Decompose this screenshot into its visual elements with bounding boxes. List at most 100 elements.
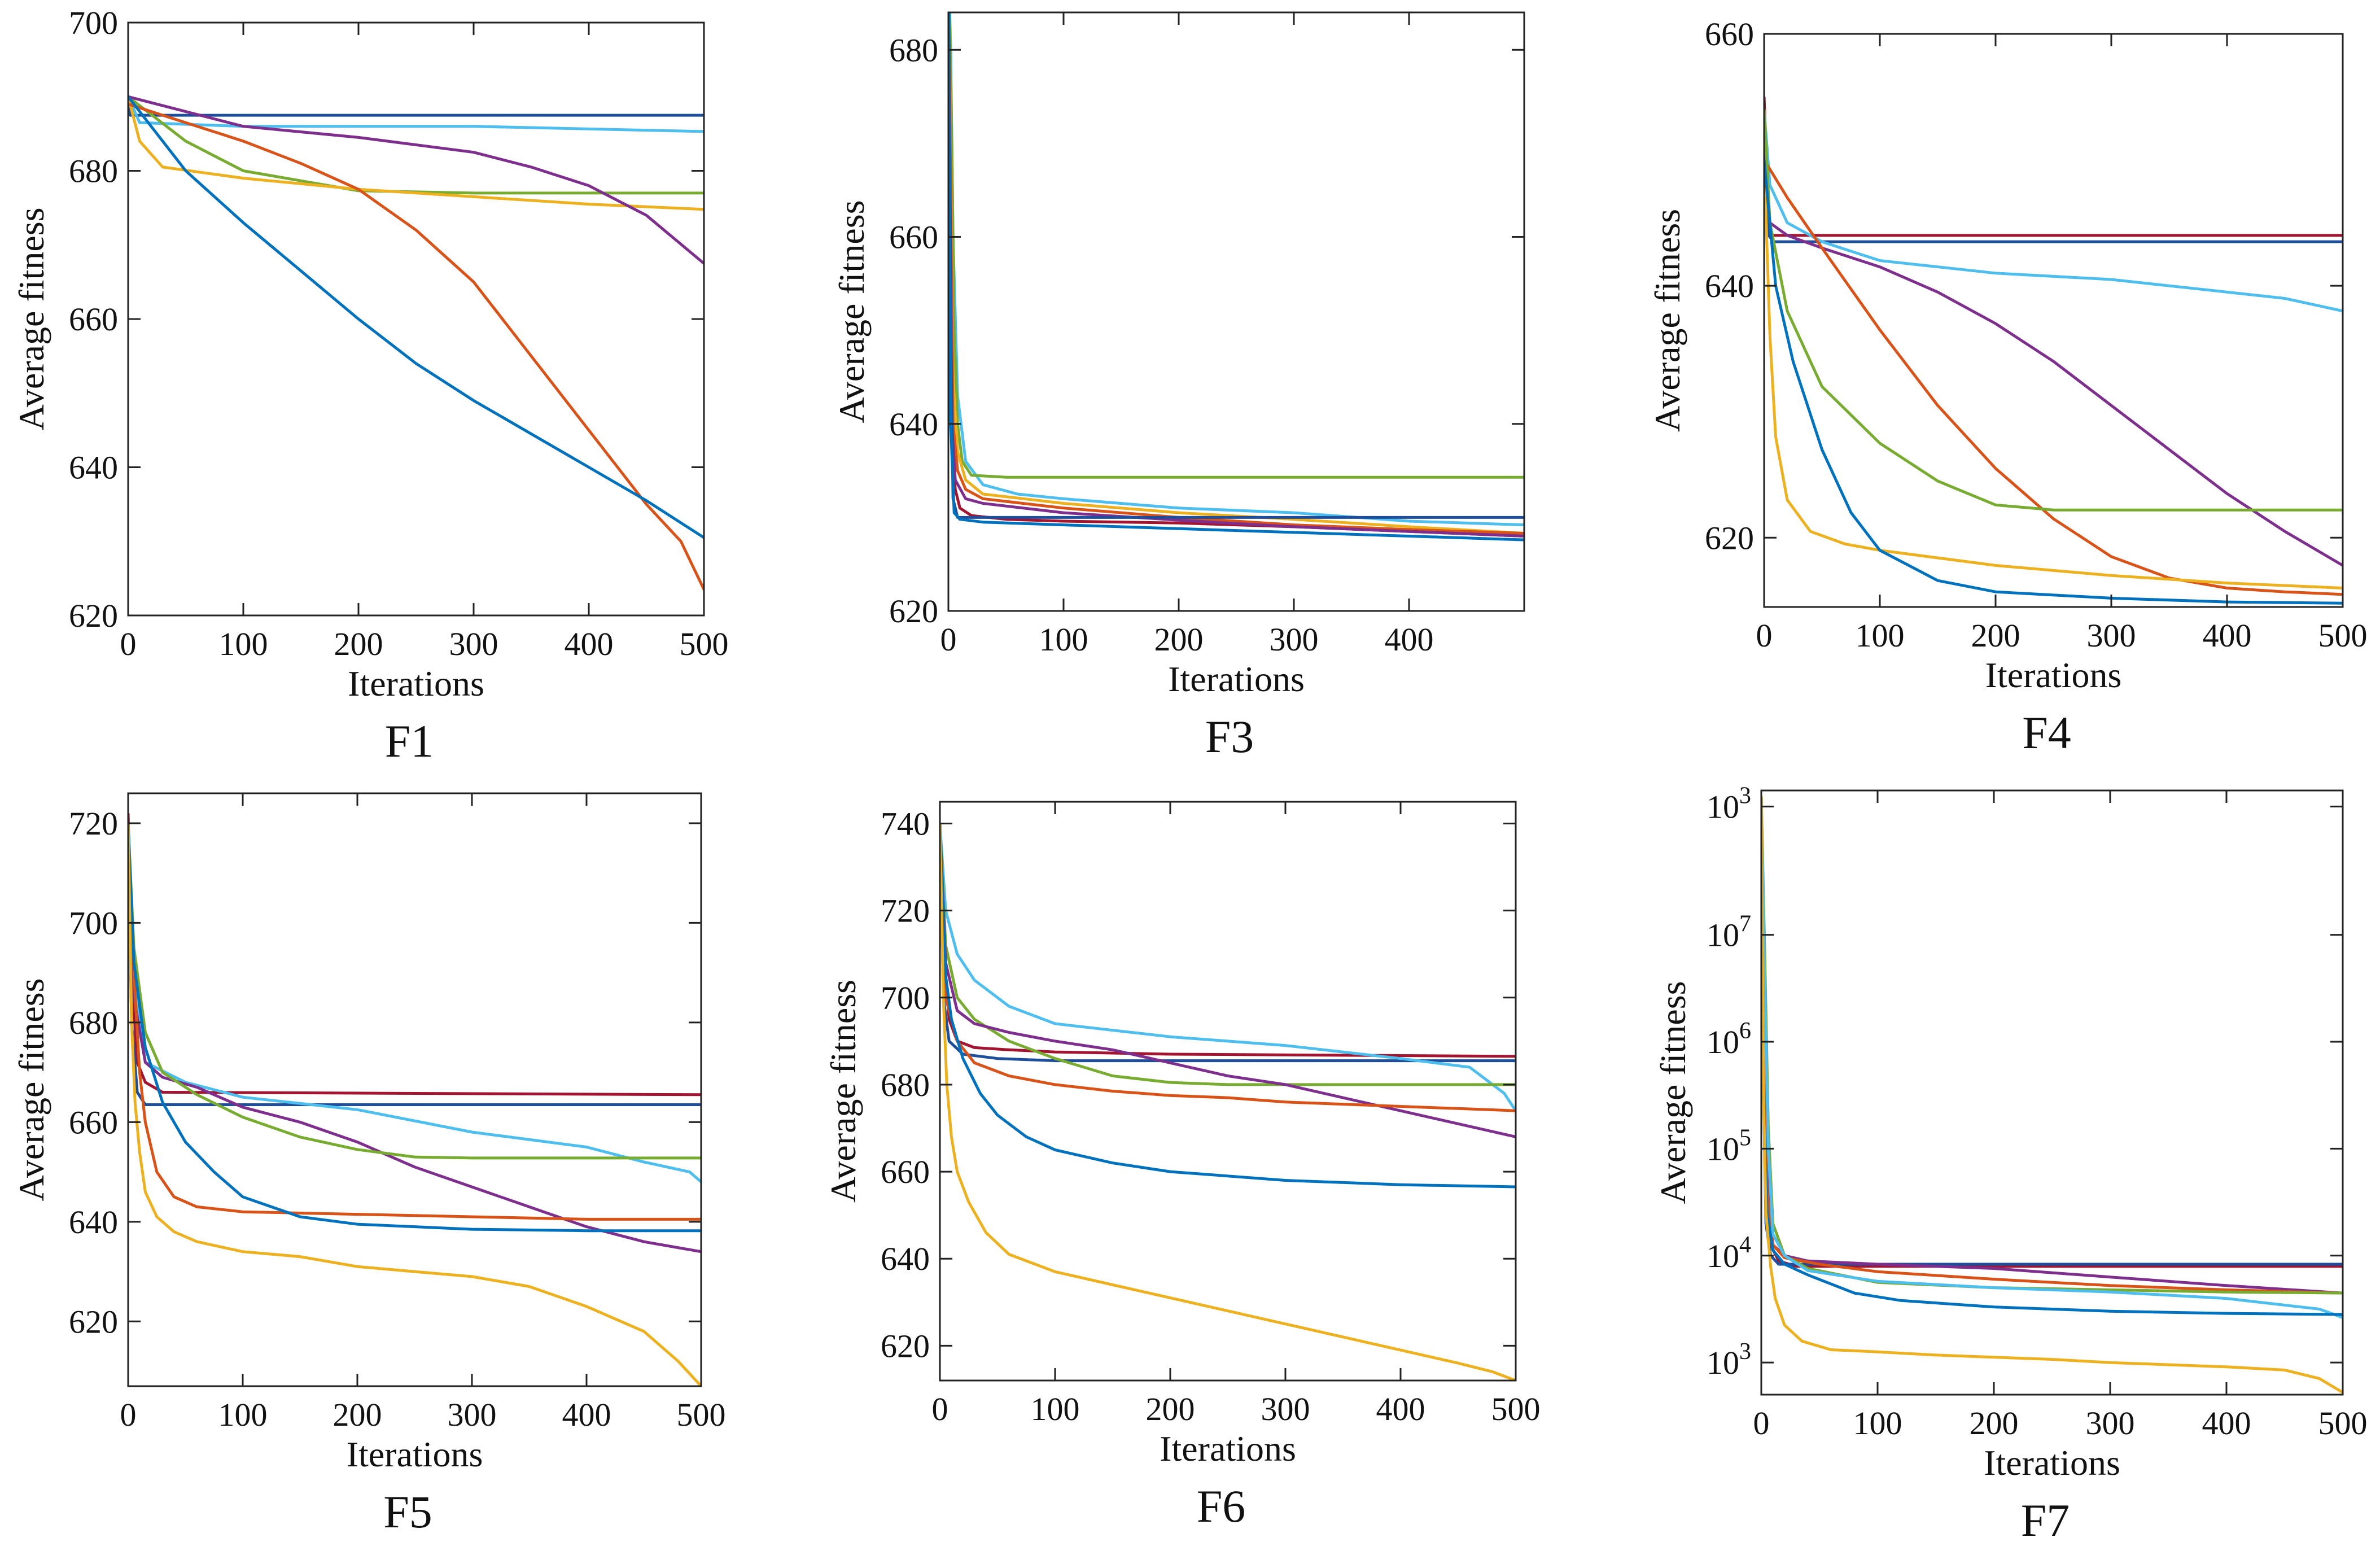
y-axis-label: Average fitness [1653, 981, 1693, 1204]
x-tick-label: 0 [932, 1391, 948, 1427]
series-line-darkred [1761, 796, 2343, 1268]
chart-panel-f7: 0 100 200 300 400 500 103 104 105 106 107 103 Iterat… [1653, 783, 2368, 1546]
x-axis-label: Iterations [1160, 1429, 1296, 1469]
series-group [128, 813, 701, 1386]
series-group [940, 823, 1516, 1381]
series-line-yellow [128, 96, 704, 211]
x-tick-label: 100 [1031, 1391, 1080, 1427]
x-tick-label: 500 [2318, 617, 2368, 654]
series-line-orange [128, 103, 704, 591]
x-tick-label: 200 [333, 1396, 382, 1433]
series-line-blue [1761, 796, 2343, 1316]
y-tick-label: 660 [889, 219, 938, 256]
x-tick-label: 0 [120, 1396, 137, 1433]
y-tick-label: 660 [69, 1104, 118, 1141]
panel-title: F3 [1205, 711, 1254, 762]
y-tick-label: 640 [889, 406, 938, 443]
x-tick-label: 0 [1753, 1405, 1770, 1442]
series-line-cyan [128, 823, 701, 1183]
y-tick-label: 680 [69, 153, 118, 190]
x-tick-label: 400 [1376, 1391, 1425, 1427]
series-line-green [1764, 109, 2343, 512]
x-tick-label: 200 [334, 626, 383, 662]
plot-frame [939, 801, 1517, 1382]
plot-frame [1760, 789, 2344, 1396]
series-line-purple [940, 823, 1516, 1138]
panel-title: F7 [2021, 1495, 2070, 1546]
x-axis-label: Iterations [347, 1434, 483, 1474]
x-axis-label: Iterations [1168, 659, 1305, 699]
series-line-cyan [1761, 796, 2343, 1319]
panel-title: F4 [2022, 707, 2071, 758]
series-line-darkred [128, 813, 701, 1097]
series-line-yellow [1761, 796, 2343, 1394]
y-tick-label: 680 [881, 1067, 930, 1103]
x-tick-label: 200 [1971, 617, 2020, 654]
y-tick-label: 640 [881, 1240, 930, 1277]
series-line-purple [948, 12, 1524, 538]
y-tick-label: 740 [881, 806, 930, 842]
series-line-darkred [948, 12, 1524, 538]
series-group [1764, 97, 2343, 605]
series-line-orange [940, 823, 1516, 1112]
y-tick-label: 103 [1707, 783, 1751, 825]
series-group [1761, 796, 2343, 1394]
series-line-yellow [948, 12, 1524, 535]
series-line-navy [940, 823, 1516, 1063]
y-tick-label: 640 [1705, 268, 1754, 304]
x-tick-label: 500 [1491, 1391, 1541, 1427]
y-tick-label: 105 [1707, 1125, 1751, 1167]
x-tick-label: 400 [2203, 617, 2252, 654]
y-tick-label: 104 [1707, 1232, 1751, 1274]
y-tick-label: 620 [69, 1303, 118, 1340]
y-tick-label: 103 [1707, 1339, 1751, 1381]
series-line-purple [1761, 796, 2343, 1295]
y-tick-label: 660 [69, 301, 118, 338]
x-tick-label: 300 [448, 1396, 497, 1433]
y-tick-label: 620 [881, 1327, 930, 1364]
x-tick-label: 300 [1270, 621, 1319, 658]
series-line-navy [128, 848, 701, 1106]
plot-frame [1763, 33, 2344, 608]
x-tick-label: 400 [562, 1396, 611, 1433]
x-tick-label: 100 [1856, 617, 1905, 654]
series-line-green [940, 823, 1516, 1086]
y-tick-label: 700 [69, 905, 118, 941]
y-axis-label: Average fitness [832, 200, 872, 423]
plot-frame [947, 11, 1525, 612]
x-axis-label: Iterations [1985, 655, 2122, 695]
y-tick-label: 640 [69, 449, 118, 486]
x-tick-label: 500 [2318, 1405, 2368, 1442]
series-line-orange [948, 12, 1524, 535]
x-tick-label: 400 [1385, 621, 1434, 658]
series-line-purple [1764, 159, 2343, 567]
y-tick-label: 640 [69, 1204, 118, 1240]
y-axis-label: Average fitness [823, 980, 863, 1203]
y-tick-label: 107 [1707, 911, 1751, 954]
x-tick-label: 200 [1146, 1391, 1195, 1427]
series-line-purple [128, 823, 701, 1253]
chart-panel-f4: 0 100 200 300 400 500 620 640 660 Iterations Avera… [1647, 16, 2368, 758]
series-line-yellow [940, 823, 1516, 1381]
y-tick-label: 700 [69, 5, 118, 41]
series-line-navy [1761, 796, 2343, 1266]
chart-panel-f6: 0 100 200 300 400 500 620 640 660 680 700 720 740 Ite… [823, 801, 1541, 1532]
x-tick-label: 100 [218, 1396, 268, 1433]
y-tick-label: 720 [69, 805, 118, 842]
panel-title: F6 [1197, 1480, 1246, 1532]
x-tick-label: 100 [1853, 1405, 1902, 1442]
x-axis-label: Iterations [1984, 1443, 2120, 1483]
x-tick-label: 500 [677, 1396, 726, 1433]
series-line-blue [940, 823, 1516, 1189]
series-line-yellow [128, 823, 701, 1386]
y-tick-label: 700 [881, 980, 930, 1016]
series-line-orange [1761, 796, 2343, 1295]
x-tick-label: 0 [1756, 617, 1773, 654]
series-line-blue [948, 12, 1524, 541]
y-tick-label: 620 [1705, 519, 1754, 556]
series-line-cyan [948, 12, 1524, 527]
series-line-green [128, 823, 701, 1160]
x-tick-label: 300 [2086, 1405, 2135, 1442]
series-line-green [1761, 796, 2343, 1295]
